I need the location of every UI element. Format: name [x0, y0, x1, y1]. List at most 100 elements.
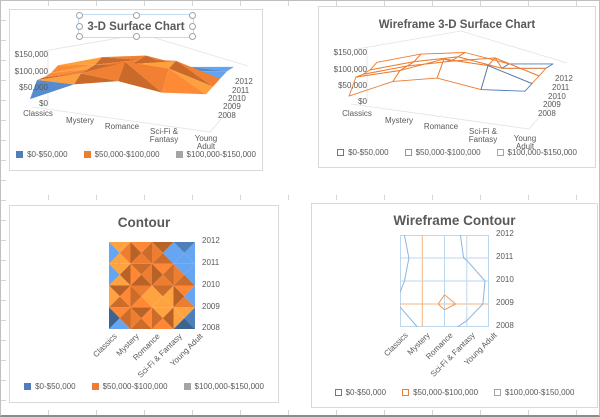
legend-label: $50,000-$100,000: [102, 382, 168, 391]
chart-wireframe-contour[interactable]: Wireframe Contour 2012 2011 2010 2009 20…: [311, 203, 598, 408]
series-axis-label: 2011: [496, 252, 514, 261]
category-label: Young Adult: [513, 134, 537, 152]
legend-label: $100,000-$150,000: [186, 150, 256, 159]
legend-label: $0-$50,000: [348, 148, 389, 157]
legend-item[interactable]: $100,000-$150,000: [183, 382, 264, 391]
legend-swatch: [494, 389, 502, 396]
chart-wireframe-3d-surface[interactable]: Wireframe 3-D Surface Chart $150,000 $10…: [318, 6, 596, 168]
legend-label: $50,000-$100,000: [413, 388, 479, 397]
selection-handle[interactable]: [188, 23, 196, 30]
series-axis-label: 2008: [202, 323, 220, 332]
series-axis-label: 2010: [202, 280, 220, 289]
legend-item[interactable]: $50,000-$100,000: [83, 150, 160, 159]
selection-handle[interactable]: [76, 12, 84, 19]
category-label: Classics: [342, 109, 372, 118]
legend-swatch: [404, 149, 412, 156]
gridline-ticks-middle: [1, 195, 599, 200]
category-label: Young Adult: [194, 134, 218, 152]
chart-title[interactable]: Contour: [117, 215, 171, 230]
chart-3d-surface[interactable]: 3-D Surface Chart $150,000 $100,000 $50,…: [9, 9, 263, 171]
contour-plot[interactable]: [109, 242, 195, 329]
legend-item[interactable]: $50,000-$100,000: [402, 388, 478, 397]
legend-item[interactable]: $100,000-$150,000: [175, 150, 256, 159]
value-axis-tick: $0: [358, 97, 367, 106]
chart-title-selection-box[interactable]: 3-D Surface Chart: [76, 12, 196, 40]
legend-item[interactable]: $50,000-$100,000: [91, 382, 168, 391]
chart-contour[interactable]: Contour 2012 2011 2010 2009 2008 Classic…: [9, 205, 279, 403]
selection-handle[interactable]: [76, 33, 84, 40]
series-axis-label: 2010: [496, 275, 514, 284]
gridline-ticks-top: [1, 1, 599, 6]
value-axis-tick: $100,000: [14, 67, 48, 76]
legend-label: $100,000-$150,000: [505, 388, 575, 397]
selection-handle[interactable]: [132, 33, 140, 40]
wireframe-surface-plot[interactable]: [319, 7, 597, 169]
value-axis-tick: $0: [39, 99, 48, 108]
selection-handle[interactable]: [188, 12, 196, 19]
series-axis-label: 2009: [543, 100, 561, 109]
legend-swatch: [16, 151, 24, 158]
series-axis-label: 2012: [555, 74, 573, 83]
wireframe-contour-plot[interactable]: [400, 235, 489, 327]
legend-label: $50,000-$100,000: [94, 150, 160, 159]
legend-item[interactable]: $0-$50,000: [24, 382, 76, 391]
value-axis-tick: $100,000: [333, 65, 367, 74]
legend-item[interactable]: $0-$50,000: [16, 150, 68, 159]
series-axis-label: 2010: [228, 94, 246, 103]
legend-item[interactable]: $100,000-$150,000: [494, 388, 574, 397]
value-axis-tick: $150,000: [333, 48, 367, 57]
legend-label: $50,000-$100,000: [415, 148, 481, 157]
legend-swatch: [334, 389, 342, 396]
legend[interactable]: $0-$50,000 $50,000-$100,000 $100,000-$15…: [312, 388, 597, 397]
surface-plot[interactable]: [10, 10, 264, 172]
legend-swatch: [83, 151, 91, 158]
series-axis-label: 2012: [235, 77, 253, 86]
category-label: Mystery: [66, 116, 94, 125]
legend-swatch: [183, 383, 191, 390]
legend-item[interactable]: $50,000-$100,000: [404, 148, 481, 157]
legend-label: $0-$50,000: [35, 382, 76, 391]
value-axis-tick: $50,000: [19, 83, 48, 92]
category-label: Classics: [23, 109, 53, 118]
legend-item[interactable]: $100,000-$150,000: [496, 148, 577, 157]
legend-label: $100,000-$150,000: [507, 148, 577, 157]
value-axis-tick: $50,000: [338, 81, 367, 90]
legend-swatch: [24, 383, 32, 390]
series-axis-label: 2012: [496, 229, 514, 238]
chart-title[interactable]: 3-D Surface Chart: [87, 21, 185, 33]
legend-label: $0-$50,000: [27, 150, 68, 159]
legend-swatch: [496, 149, 504, 156]
category-label: Sci-Fi & Fantasy: [149, 127, 179, 145]
gridline-ticks-left: [1, 1, 6, 415]
category-label: Romance: [104, 122, 140, 131]
category-label: Mystery: [385, 116, 413, 125]
selection-handle[interactable]: [76, 23, 84, 30]
chart-title[interactable]: Wireframe 3-D Surface Chart: [378, 19, 536, 31]
legend-swatch: [337, 149, 345, 156]
legend-swatch: [175, 151, 183, 158]
series-axis-label: 2009: [202, 302, 220, 311]
category-label: Sci-Fi & Fantasy: [468, 127, 498, 145]
legend-item[interactable]: $0-$50,000: [334, 388, 387, 397]
series-axis-label: 2008: [538, 109, 556, 118]
legend-item[interactable]: $0-$50,000: [337, 148, 389, 157]
selection-handle[interactable]: [188, 33, 196, 40]
series-axis-label: 2011: [552, 83, 570, 92]
legend[interactable]: $0-$50,000 $50,000-$100,000 $100,000-$15…: [10, 150, 262, 159]
series-axis-label: 2009: [223, 102, 241, 111]
legend-swatch: [91, 383, 99, 390]
series-axis-label: 2008: [218, 111, 236, 120]
legend-label: $100,000-$150,000: [194, 382, 264, 391]
legend[interactable]: $0-$50,000 $50,000-$100,000 $100,000-$15…: [319, 148, 595, 157]
selection-handle[interactable]: [132, 12, 140, 19]
chart-title[interactable]: Wireframe Contour: [393, 213, 516, 228]
series-axis-label: 2010: [548, 92, 566, 101]
series-axis-label: 2012: [202, 236, 220, 245]
gridline-ticks-bottom: [1, 410, 599, 415]
value-axis-tick: $150,000: [14, 50, 48, 59]
legend[interactable]: $0-$50,000 $50,000-$100,000 $100,000-$15…: [10, 382, 278, 391]
legend-label: $0-$50,000: [345, 388, 387, 397]
legend-swatch: [402, 389, 410, 396]
series-axis-label: 2008: [496, 321, 514, 330]
